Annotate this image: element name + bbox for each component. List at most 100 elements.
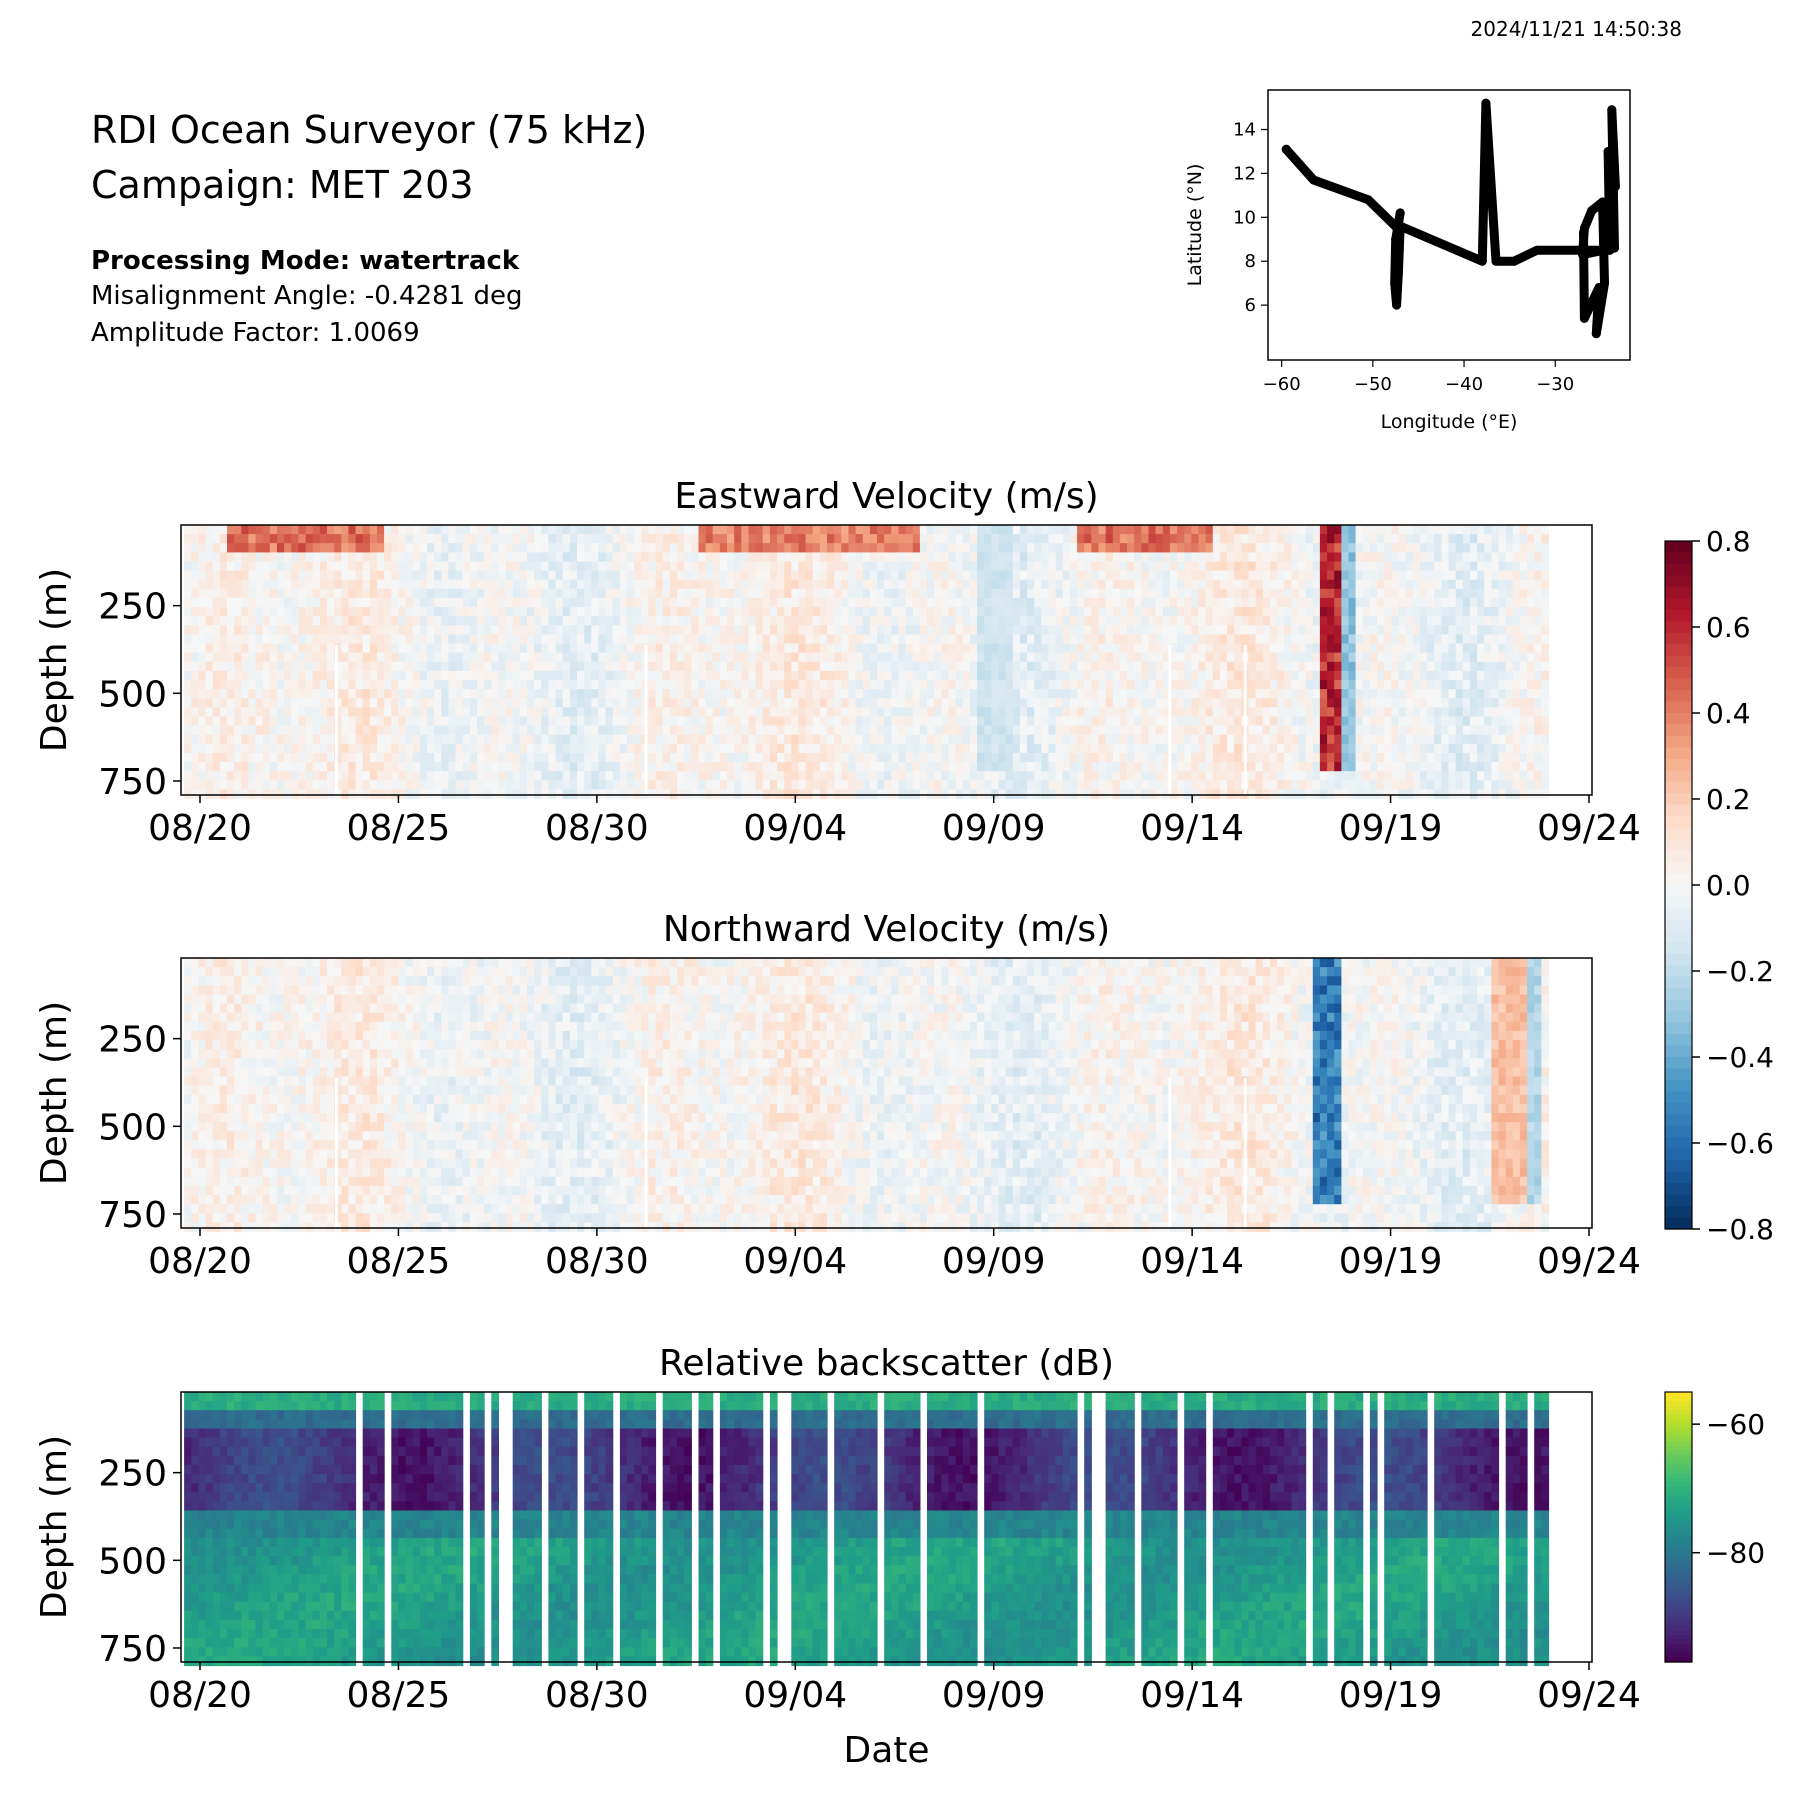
campaign-title: Campaign: MET 203 <box>91 163 474 207</box>
map-x-axis-label: Longitude (°E) <box>1381 411 1518 433</box>
x-tick-label: 09/09 <box>942 1241 1046 1282</box>
x-tick-label: 08/20 <box>148 1675 252 1716</box>
amplitude-factor: Amplitude Factor: 1.0069 <box>91 318 420 348</box>
misalignment-angle: Misalignment Angle: -0.4281 deg <box>91 281 523 311</box>
track-point <box>1578 228 1588 238</box>
x-tick-label: 09/19 <box>1339 1675 1443 1716</box>
data-gap <box>1168 1078 1172 1228</box>
colorbar-tick-label: 0.6 <box>1706 611 1751 644</box>
map-y-axis-label: Latitude (°N) <box>1184 164 1206 287</box>
data-gap <box>1243 1078 1247 1228</box>
map-y-tick-label: 10 <box>1233 207 1256 228</box>
x-tick-label: 09/24 <box>1537 1241 1641 1282</box>
panel-frame <box>180 957 1593 1229</box>
heatmap-panel-2 <box>173 957 1593 1236</box>
data-gap <box>1243 645 1247 795</box>
colorbar-tick-label: 0.4 <box>1706 697 1751 730</box>
track-point <box>1610 182 1620 192</box>
map-y-tick-label: 6 <box>1245 295 1256 316</box>
map-x-tick-label: −30 <box>1536 374 1574 395</box>
x-axis-label: Date <box>843 1730 929 1771</box>
x-tick-label: 08/25 <box>347 1675 451 1716</box>
track-point <box>1532 245 1542 255</box>
colorbar-tick-label: −0.8 <box>1706 1213 1774 1246</box>
colorbar-frame <box>1664 1391 1693 1663</box>
y-tick-label: 250 <box>98 587 167 628</box>
colorbar-tick-label: 0.8 <box>1706 525 1751 558</box>
map-y-tick-label: 12 <box>1233 163 1256 184</box>
colorbar-tick-label: 0.0 <box>1706 869 1751 902</box>
backscatter-colorbar <box>1664 1391 1693 1663</box>
x-tick-label: 08/25 <box>347 1241 451 1282</box>
instrument-title: RDI Ocean Surveyor (75 kHz) <box>91 108 648 152</box>
colorbar-tick-label: −80 <box>1706 1537 1765 1570</box>
y-axis-label: Depth (m) <box>34 1435 75 1619</box>
track-point <box>1395 208 1405 218</box>
track-point <box>1481 98 1491 108</box>
y-axis-label: Depth (m) <box>34 568 75 752</box>
x-tick-label: 08/30 <box>545 808 649 849</box>
map-y-tick-label: 14 <box>1233 120 1256 141</box>
panel-frame <box>180 1391 1593 1663</box>
track-point <box>1509 256 1519 266</box>
track-point <box>1579 313 1589 323</box>
colorbar-tick-label: 0.2 <box>1706 783 1751 816</box>
heatmap-panel-3 <box>173 1391 1593 1670</box>
map-x-tick-label: −40 <box>1445 374 1483 395</box>
x-tick-label: 09/14 <box>1140 808 1244 849</box>
y-tick-label: 500 <box>98 674 167 715</box>
x-tick-label: 09/14 <box>1140 1675 1244 1716</box>
track-point <box>1603 146 1613 156</box>
x-tick-label: 09/09 <box>942 808 1046 849</box>
heatmap-cells <box>184 958 1550 1233</box>
data-gap <box>644 1078 648 1228</box>
x-tick-label: 08/25 <box>347 808 451 849</box>
track-point <box>1309 175 1319 185</box>
processing-mode: Processing Mode: watertrack <box>91 246 520 276</box>
x-tick-label: 09/04 <box>743 1675 847 1716</box>
data-gap <box>644 645 648 795</box>
timestamp: 2024/11/21 14:50:38 <box>1470 17 1682 41</box>
velocity-colorbar <box>1664 540 1693 1230</box>
heatmap-panel-1 <box>173 524 1593 803</box>
x-tick-label: 08/30 <box>545 1241 649 1282</box>
y-tick-label: 500 <box>98 1541 167 1582</box>
track-point <box>1477 256 1487 266</box>
y-tick-label: 750 <box>98 1629 167 1670</box>
x-tick-label: 08/20 <box>148 808 252 849</box>
ship-track-line <box>1281 98 1620 339</box>
data-gap <box>334 645 338 795</box>
track-point <box>1363 195 1373 205</box>
y-tick-label: 250 <box>98 1020 167 1061</box>
track-point <box>1392 300 1402 310</box>
map-x-tick-label: −50 <box>1354 374 1392 395</box>
map-y-tick-label: 8 <box>1245 251 1256 272</box>
y-tick-label: 750 <box>98 762 167 803</box>
x-tick-label: 09/09 <box>942 1675 1046 1716</box>
colorbar-tick-label: −0.2 <box>1706 955 1774 988</box>
x-tick-label: 08/30 <box>545 1675 649 1716</box>
colorbar-tick-label: −0.6 <box>1706 1127 1774 1160</box>
track-point <box>1390 278 1400 288</box>
track-point <box>1591 329 1601 339</box>
track-point <box>1393 267 1403 277</box>
data-gap <box>334 1078 338 1228</box>
track-point <box>1607 105 1617 115</box>
y-tick-label: 500 <box>98 1107 167 1148</box>
track-point <box>1598 197 1608 207</box>
x-tick-label: 09/19 <box>1339 1241 1443 1282</box>
y-axis-label: Depth (m) <box>34 1001 75 1185</box>
map-frame <box>1267 89 1631 361</box>
x-tick-label: 08/20 <box>148 1241 252 1282</box>
panel-frame <box>180 524 1593 796</box>
y-tick-label: 250 <box>98 1454 167 1495</box>
panel-title: Relative backscatter (dB) <box>659 1343 1114 1384</box>
track-point <box>1395 221 1405 231</box>
track-point <box>1281 144 1291 154</box>
x-tick-label: 09/24 <box>1537 808 1641 849</box>
panel-title: Northward Velocity (m/s) <box>663 909 1110 950</box>
x-tick-label: 09/04 <box>743 808 847 849</box>
x-tick-label: 09/04 <box>743 1241 847 1282</box>
y-tick-label: 750 <box>98 1195 167 1236</box>
track-point <box>1587 206 1597 216</box>
